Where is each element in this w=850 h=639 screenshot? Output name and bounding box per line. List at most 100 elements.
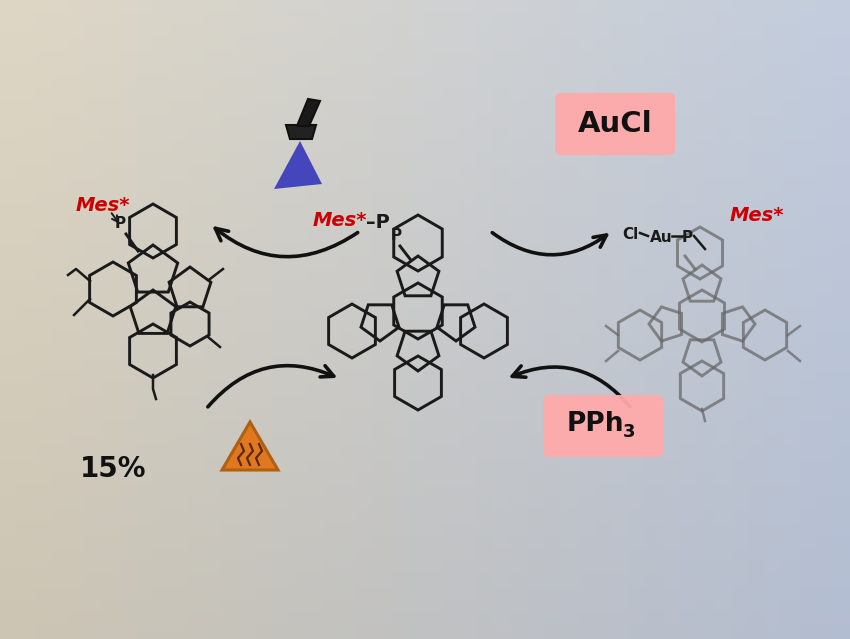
Bar xyxy=(136,242,154,256)
Bar xyxy=(323,75,341,89)
Bar xyxy=(765,88,783,102)
Bar xyxy=(612,625,630,639)
Bar xyxy=(0,369,18,383)
Bar xyxy=(323,408,341,422)
Bar xyxy=(697,433,715,447)
Bar xyxy=(663,548,681,562)
Bar xyxy=(221,395,239,409)
Bar xyxy=(527,510,545,524)
Bar xyxy=(476,152,494,166)
Bar xyxy=(204,229,222,243)
Bar xyxy=(204,561,222,575)
Bar xyxy=(51,433,69,447)
Bar xyxy=(0,0,18,13)
Bar xyxy=(493,523,511,537)
Bar xyxy=(391,139,409,153)
Bar xyxy=(544,599,562,613)
Bar xyxy=(493,561,511,575)
Bar xyxy=(595,344,613,358)
Bar xyxy=(680,459,698,473)
Bar xyxy=(561,369,579,383)
Bar xyxy=(102,369,120,383)
Bar xyxy=(170,152,188,166)
Bar xyxy=(255,484,273,498)
Bar xyxy=(833,101,850,115)
Bar xyxy=(391,254,409,268)
Bar xyxy=(425,535,443,550)
Bar xyxy=(561,599,579,613)
Bar xyxy=(765,497,783,511)
Bar xyxy=(357,612,375,626)
Bar xyxy=(476,561,494,575)
Bar xyxy=(612,12,630,26)
Bar xyxy=(714,523,732,537)
Bar xyxy=(544,267,562,281)
Bar xyxy=(136,484,154,498)
Bar xyxy=(221,523,239,537)
Bar xyxy=(374,561,392,575)
Bar xyxy=(595,50,613,64)
Bar xyxy=(833,152,850,166)
Bar xyxy=(272,472,290,486)
Bar xyxy=(340,254,358,268)
Bar xyxy=(493,369,511,383)
Bar xyxy=(340,24,358,38)
Bar xyxy=(544,75,562,89)
Bar xyxy=(442,139,460,153)
Bar xyxy=(85,254,103,268)
Bar xyxy=(272,63,290,77)
Bar xyxy=(170,50,188,64)
Bar xyxy=(391,293,409,307)
Bar xyxy=(68,587,86,601)
Text: Mes*: Mes* xyxy=(76,196,131,215)
Bar xyxy=(612,433,630,447)
Bar xyxy=(187,63,205,77)
Bar xyxy=(0,50,18,64)
Bar xyxy=(697,587,715,601)
Bar xyxy=(782,75,800,89)
Bar xyxy=(714,395,732,409)
Bar xyxy=(782,535,800,550)
Bar xyxy=(0,484,18,498)
Bar xyxy=(527,357,545,371)
Bar xyxy=(357,229,375,243)
Bar xyxy=(833,203,850,217)
Bar xyxy=(765,190,783,204)
Bar xyxy=(459,587,477,601)
Bar xyxy=(714,267,732,281)
Bar xyxy=(799,216,817,230)
Bar xyxy=(34,523,52,537)
Bar xyxy=(544,484,562,498)
Bar xyxy=(102,625,120,639)
Bar xyxy=(799,420,817,435)
Bar xyxy=(0,459,18,473)
Bar xyxy=(238,535,256,550)
Bar xyxy=(595,267,613,281)
Bar xyxy=(136,395,154,409)
Bar xyxy=(782,280,800,294)
Bar xyxy=(238,178,256,192)
Bar xyxy=(595,63,613,77)
Bar xyxy=(85,497,103,511)
Bar xyxy=(782,242,800,256)
Bar xyxy=(34,24,52,38)
Bar xyxy=(51,420,69,435)
Bar xyxy=(510,63,528,77)
Bar xyxy=(799,101,817,115)
Bar xyxy=(425,472,443,486)
Bar xyxy=(187,12,205,26)
Bar xyxy=(663,127,681,141)
Bar xyxy=(170,75,188,89)
Bar xyxy=(493,587,511,601)
Bar xyxy=(323,254,341,268)
Bar xyxy=(714,612,732,626)
Bar xyxy=(459,561,477,575)
Bar xyxy=(119,472,137,486)
Bar xyxy=(510,369,528,383)
Bar xyxy=(714,75,732,89)
Bar xyxy=(17,139,35,153)
Bar xyxy=(340,63,358,77)
Bar xyxy=(17,165,35,179)
Bar xyxy=(221,382,239,396)
Bar xyxy=(544,420,562,435)
